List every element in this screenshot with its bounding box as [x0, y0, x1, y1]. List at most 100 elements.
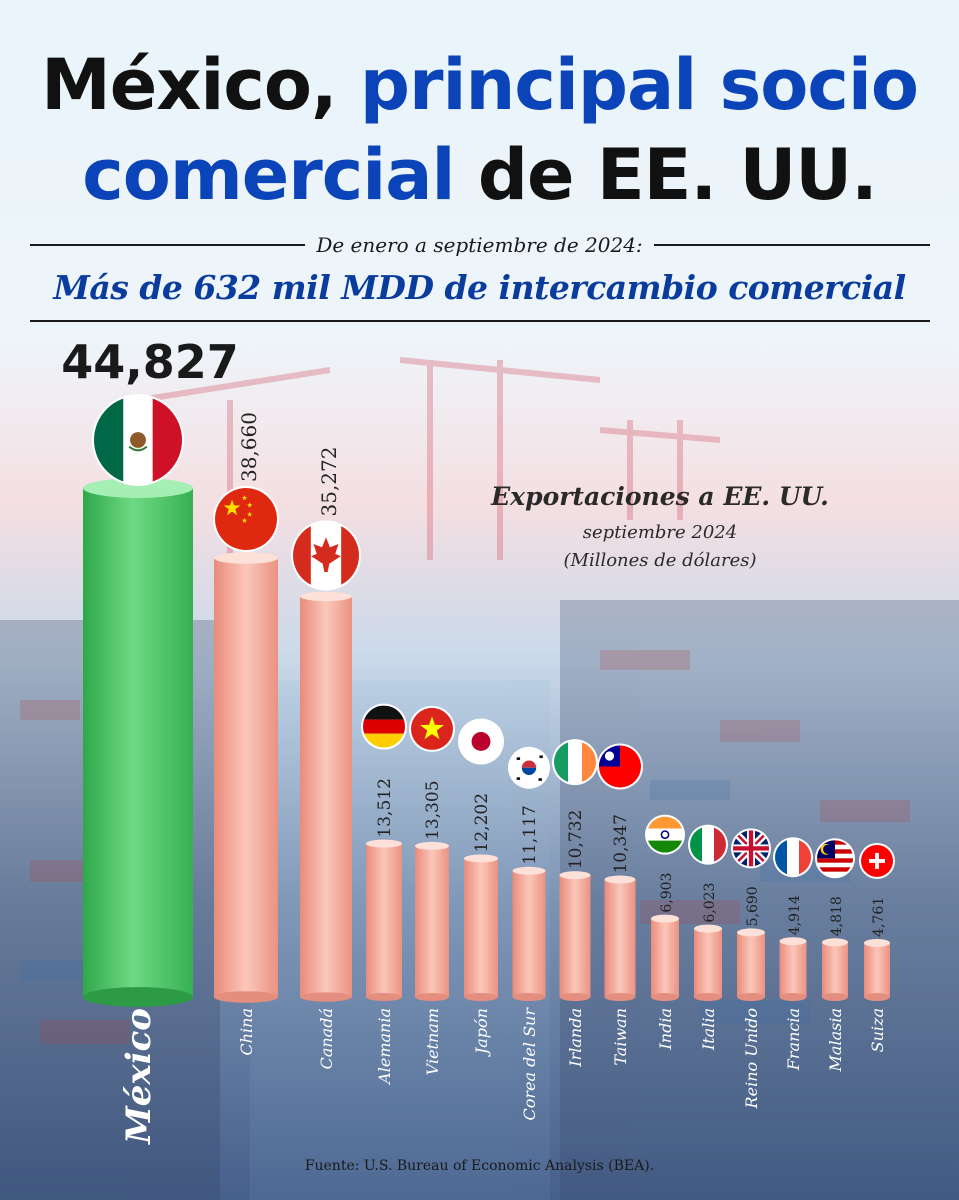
- france-flag-icon: [773, 837, 813, 878]
- bar-cap-mexico: [83, 478, 193, 498]
- bar-cap-irlanda: [559, 871, 591, 880]
- bar-cap-corea-del-sur: [512, 866, 546, 875]
- bar-taiwan: [604, 879, 636, 997]
- category-label-malasia: Malasia: [826, 1008, 845, 1072]
- bar-cap-reino-unido: [737, 928, 765, 937]
- title-principal-socio: principal socio: [359, 44, 919, 126]
- vietnam-flag-icon: [409, 705, 455, 752]
- category-label-irlanda: Irlanda: [566, 1008, 585, 1068]
- japan-flag-icon: [458, 718, 504, 765]
- category-label-taiwan: Taiwan: [611, 1008, 630, 1066]
- chart-subtitle: septiembre 2024: [582, 522, 738, 543]
- bar-base-corea-del-sur: [512, 993, 546, 1001]
- category-label-italia: Italia: [699, 1008, 718, 1051]
- italy-flag-icon: [688, 824, 728, 865]
- value-label-japon: 12,202: [472, 793, 492, 852]
- bar-base-mexico: [83, 987, 193, 1007]
- category-label-alemania: Alemania: [375, 1008, 394, 1086]
- bar-base-francia: [779, 993, 807, 1001]
- title-de-eeuu: de EE. UU.: [477, 134, 878, 216]
- bar-cap-francia: [779, 937, 807, 946]
- period-text: De enero a septiembre de 2024:: [316, 233, 643, 257]
- value-label-corea-del-sur: 11,117: [520, 805, 540, 864]
- value-label-italia: 6,023: [702, 883, 718, 923]
- value-label-reino-unido: 5,690: [745, 886, 761, 926]
- value-label-china: 38,660: [237, 412, 261, 482]
- bar-italia: [694, 928, 722, 997]
- bar-base-china: [214, 991, 278, 1003]
- bar-india: [651, 918, 679, 997]
- bar-cap-suiza: [864, 938, 890, 947]
- title-mexico: México,: [41, 44, 337, 126]
- value-label-alemania: 13,512: [375, 778, 395, 837]
- bar-cap-alemania: [366, 839, 402, 848]
- bar-alemania: [366, 843, 402, 997]
- taiwan-flag-icon: [597, 743, 643, 790]
- south-korea-flag-icon: [508, 746, 550, 789]
- malaysia-flag-icon: [815, 838, 855, 879]
- bar-base-taiwan: [604, 993, 636, 1001]
- title-line-1: México, principal socio: [0, 50, 959, 120]
- bar-base-irlanda: [559, 993, 591, 1001]
- switzerland-flag-icon: [859, 842, 895, 879]
- bar-base-italia: [694, 993, 722, 1001]
- category-label-india: India: [656, 1008, 675, 1051]
- divider-bottom: [30, 320, 930, 322]
- mexico-flag-icon: [92, 394, 184, 486]
- category-label-corea-del-sur: Corea del Sur: [520, 1007, 539, 1121]
- bar-francia: [779, 941, 807, 997]
- value-label-irlanda: 10,732: [566, 810, 586, 869]
- value-label-india: 6,903: [659, 873, 675, 913]
- bar-cap-canada: [300, 591, 352, 602]
- bar-reino-unido: [737, 932, 765, 997]
- bar-japon: [464, 858, 498, 997]
- bar-base-suiza: [864, 993, 890, 1001]
- divider-top-left: [30, 244, 305, 246]
- canada-flag-icon: [291, 520, 361, 591]
- value-label-mexico: 44,827: [61, 335, 239, 389]
- india-flag-icon: [645, 814, 685, 855]
- bar-base-india: [651, 993, 679, 1001]
- chart-unit-label: (Millones de dólares): [563, 550, 757, 571]
- bar-base-vietnam: [415, 993, 449, 1001]
- value-label-vietnam: 13,305: [423, 780, 443, 839]
- bar-cap-malasia: [822, 938, 848, 947]
- title-comercial: comercial: [82, 134, 455, 216]
- category-label-mexico: México: [119, 1008, 159, 1145]
- title-line-2: comercial de EE. UU.: [0, 140, 959, 210]
- bar-canada: [300, 596, 352, 997]
- bar-base-alemania: [366, 993, 402, 1001]
- category-label-china: China: [237, 1008, 256, 1056]
- bar-corea-del-sur: [512, 870, 546, 997]
- divider-top-right: [654, 244, 930, 246]
- ireland-flag-icon: [552, 739, 598, 786]
- uk-flag-icon: [731, 828, 771, 869]
- bar-suiza: [864, 942, 890, 997]
- china-flag-icon: [213, 486, 279, 553]
- category-label-canada: Canadá: [317, 1008, 336, 1069]
- bar-cap-italia: [694, 924, 722, 933]
- category-label-francia: Francia: [784, 1008, 803, 1071]
- value-label-francia: 4,914: [787, 895, 803, 935]
- category-label-vietnam: Vietnam: [423, 1008, 442, 1075]
- bar-cap-vietnam: [415, 841, 449, 850]
- bar-base-canada: [300, 992, 352, 1002]
- chart-title: Exportaciones a EE. UU.: [491, 482, 829, 511]
- bar-base-japon: [464, 993, 498, 1001]
- value-label-taiwan: 10,347: [611, 814, 631, 873]
- bar-malasia: [822, 942, 848, 997]
- bar-cap-japon: [464, 854, 498, 863]
- category-label-japon: Japón: [472, 1008, 491, 1057]
- value-label-suiza: 4,761: [871, 897, 887, 937]
- germany-flag-icon: [361, 703, 407, 750]
- bar-cap-taiwan: [604, 875, 636, 884]
- bar-cap-india: [651, 914, 679, 923]
- bar-mexico: [83, 488, 193, 997]
- value-label-canada: 35,272: [317, 447, 341, 517]
- bar-base-reino-unido: [737, 993, 765, 1001]
- bar-base-malasia: [822, 993, 848, 1001]
- source-note: Fuente: U.S. Bureau of Economic Analysis…: [304, 1158, 655, 1174]
- category-label-reino-unido: Reino Unido: [742, 1008, 761, 1109]
- bar-china: [214, 558, 278, 997]
